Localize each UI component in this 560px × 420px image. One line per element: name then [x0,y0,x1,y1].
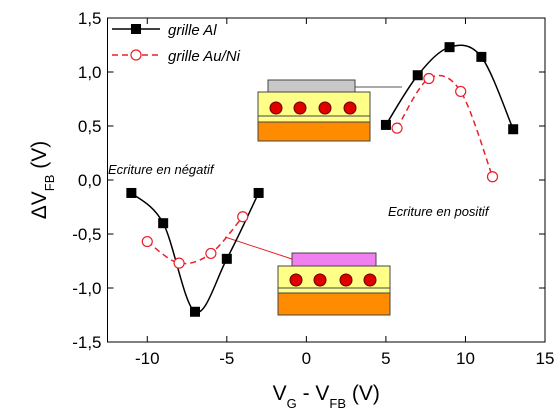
legend-marker [130,49,142,61]
point [455,85,467,98]
y-tick-label: 1,5 [78,9,102,28]
series-line [396,74,494,178]
label-part: V [273,382,287,405]
point [190,306,200,317]
point [508,124,519,135]
series-line [146,216,244,265]
label-part: (V) [346,382,380,405]
x-tick-label: 0 [302,349,311,368]
x-tick-label: -5 [219,349,234,368]
point [221,253,232,264]
series [126,42,519,317]
y-tick-label: -0,5 [72,225,101,244]
point [412,70,423,81]
series-line [385,44,514,130]
y-tick-label: 0,5 [78,117,102,136]
x-axis-label: VG - VFB (V) [273,382,380,411]
series-line [130,192,260,313]
series [141,72,499,269]
point [141,235,153,248]
point [476,51,487,62]
point [391,122,403,134]
x-tick-label: -10 [135,349,160,368]
label-part: FB [42,175,57,192]
point [423,72,435,85]
y-tick-label: -1,0 [72,279,101,298]
x-tick-label: 15 [536,349,555,368]
y-tick-label: 0,0 [78,171,102,190]
legend-label: grille Al [168,22,217,39]
label-part: - V [297,382,330,405]
label-part: (V) [28,141,51,175]
point [158,218,169,229]
point [237,211,249,223]
point [444,42,455,53]
legend-label: grille Au/Ni [168,48,241,65]
x-tick-label: 10 [456,349,475,368]
point [205,247,217,260]
annotation: Ecriture en négatif [108,162,215,177]
label-part: ΔV [28,191,51,219]
y-axis-label: ΔVFB (V) [28,141,57,220]
annotation: Ecriture en positif [388,204,490,219]
y-tick-label: 1,0 [78,63,102,82]
point [253,187,264,198]
point [173,257,185,269]
device-top [257,79,402,142]
point [486,171,499,183]
point [380,119,391,130]
point [126,187,137,198]
label-part: G [287,396,297,411]
x-tick-label: 5 [381,349,390,368]
legend-marker [131,24,141,34]
label-part: FB [329,396,346,411]
y-tick-label: -1,5 [72,333,101,352]
device-bottom [224,236,391,316]
